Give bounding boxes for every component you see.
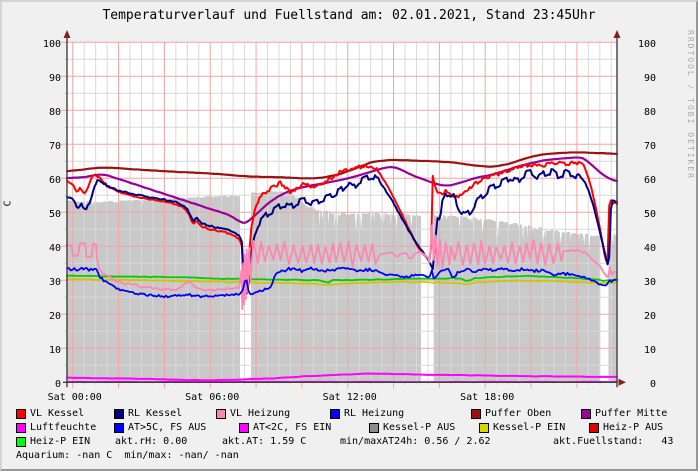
y-tick-label-left: 100 — [42, 39, 61, 51]
y-tick-label-right: 80 — [643, 107, 656, 119]
legend-swatch — [479, 423, 489, 433]
area-kessel_p_aus — [433, 214, 601, 383]
legend-label: Kessel-P AUS — [383, 422, 456, 433]
series-vl_kessel — [66, 160, 618, 293]
legend-label: VL Heizung — [230, 408, 291, 419]
legend-label: Luftfeuchte — [30, 422, 97, 433]
legend-label: Heiz-P EIN — [30, 436, 91, 447]
y-tick-label-right: 20 — [643, 311, 656, 323]
legend-row: Heiz-P EIN akt.rH: 0.00 akt.AT: 1.59 C min/… — [2, 436, 698, 450]
axes — [63, 36, 618, 388]
series-rl_heizung — [66, 266, 618, 299]
x-axis-arrow — [618, 378, 626, 386]
y-tick-label-left: 70 — [48, 141, 61, 153]
legend-label: Heiz-P AUS — [603, 422, 664, 433]
x-tick-label: Sat 12:00 — [322, 392, 377, 403]
x-tick-label: Sat 06:00 — [185, 392, 240, 403]
legend-label: VL Kessel — [30, 408, 85, 419]
legend-row: Luftfeuchte AT>5C, FS AUS AT<2C, FS EIN Kes… — [2, 422, 698, 436]
y-tick-label-right: 90 — [643, 73, 656, 85]
legend-swatch — [330, 409, 340, 419]
legend-label: akt.AT: 1.59 C — [222, 436, 307, 447]
legend-label: RL Heizung — [344, 408, 405, 419]
y-tick-label-right: 40 — [643, 243, 656, 255]
series-puffer_oben — [65, 151, 619, 180]
y-axis-arrow-right — [613, 30, 621, 38]
legend-label: min/maxAT24h: 0.56 / 2.62 — [340, 436, 491, 447]
x-tick-label: Sat 00:00 — [47, 392, 102, 403]
y-tick-label-left: 60 — [48, 175, 61, 187]
legend-swatch — [16, 437, 26, 447]
y-tick-label-right: 100 — [637, 39, 656, 51]
legend-label: Aquarium: -nan C min/max: -nan/ -nan — [16, 450, 239, 461]
y-tick-label-left: 10 — [48, 345, 61, 357]
series-rl_kessel — [66, 168, 618, 295]
legend-swatch — [16, 409, 26, 419]
y-tick-label-left: 20 — [48, 311, 61, 323]
x-tick-label: Sat 18:00 — [460, 392, 515, 403]
legend-label: Puffer Oben — [485, 408, 552, 419]
legend-row: VL Kessel RL Kessel VL Heizung RL Heizung Pu… — [2, 408, 698, 422]
legend-label: akt.rH: 0.00 — [115, 436, 188, 447]
rrdtool-watermark: RRDTOOL / TOBI OETIKER — [686, 30, 695, 180]
y-tick-label-left: 0 — [54, 379, 61, 391]
chart-title: Temperaturverlauf und Fuellstand am: 02.… — [102, 8, 596, 23]
y-tick-label-left: 80 — [48, 107, 61, 119]
y-tick-label-left: 90 — [48, 73, 61, 85]
legend-label: Kessel-P EIN — [493, 422, 566, 433]
y-axis-arrow-left — [63, 30, 71, 38]
legend-swatch — [471, 409, 481, 419]
series-at_lt2c_fs_ein — [66, 372, 618, 382]
legend-swatch — [16, 423, 26, 433]
legend-swatch — [216, 409, 226, 419]
series-vl_heizung — [66, 224, 618, 311]
legend-swatch — [239, 423, 249, 433]
legend-label: RL Kessel — [128, 408, 183, 419]
y-tick-label-right: 50 — [643, 209, 656, 221]
legend-swatch — [581, 409, 591, 419]
series-heiz_p_ein — [66, 274, 618, 284]
legend-label: AT>5C, FS AUS — [128, 422, 207, 433]
legend-swatch — [369, 423, 379, 433]
series-kessel_p_ein — [66, 278, 618, 286]
legend-label: akt.Fuellstand: 43 — [553, 436, 674, 447]
y-tick-label-right: 60 — [643, 175, 656, 187]
legend-label: AT<2C, FS EIN — [253, 422, 332, 433]
legend-swatch — [589, 423, 599, 433]
legend-row: Aquarium: -nan C min/max: -nan/ -nan — [2, 450, 698, 464]
y-tick-label-left: 50 — [48, 209, 61, 221]
legend-swatch — [114, 409, 124, 419]
y-tick-label-right: 10 — [643, 345, 656, 357]
y-tick-label-left: 30 — [48, 277, 61, 289]
y-tick-label-right: 30 — [643, 277, 656, 289]
y-tick-label-right: 0 — [649, 379, 656, 391]
y-tick-label-left: 40 — [48, 243, 61, 255]
legend-swatch — [114, 423, 124, 433]
y-tick-label-right: 70 — [643, 141, 656, 153]
legend-label: Puffer Mitte — [595, 408, 668, 419]
